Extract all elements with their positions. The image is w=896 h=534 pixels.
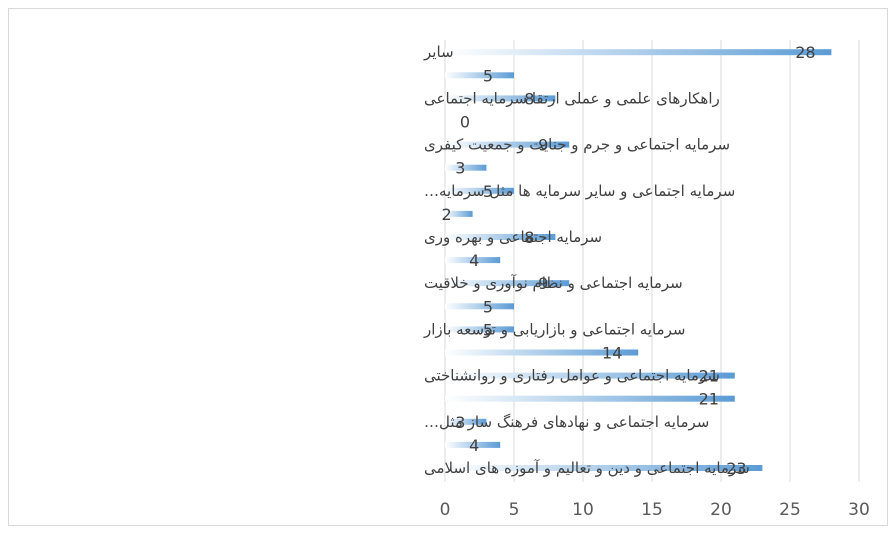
data-label: 8 <box>524 228 534 247</box>
bar <box>445 280 570 287</box>
data-label: 4 <box>469 436 479 455</box>
category-labels: سرمایه اجتماعی و دین و تعالیم و آموزه ها… <box>423 43 750 477</box>
category-label: سرمایه اجتماعی و نهادهای فرهنگ ساز مثل… <box>424 413 709 431</box>
x-tick-label: 0 <box>440 500 451 520</box>
x-tick-label: 5 <box>509 500 520 520</box>
data-label: 5 <box>483 66 493 85</box>
bar <box>445 395 735 402</box>
bar <box>445 372 735 379</box>
bar <box>445 465 763 471</box>
bar <box>445 234 556 240</box>
data-label: 2 <box>442 205 452 224</box>
bar <box>445 141 570 148</box>
category-label: راهکارهای علمی و عملی ارتقا سرمایه اجتما… <box>424 89 720 107</box>
bar <box>445 72 514 79</box>
bar <box>445 326 514 333</box>
category-label: سرمایه اجتماعی و دین و تعالیم و آموزه ها… <box>424 459 750 477</box>
bar <box>445 49 832 56</box>
data-label: 8 <box>524 89 534 108</box>
chart-border <box>8 8 888 526</box>
data-label: 9 <box>538 274 548 293</box>
category-label: سرمایه اجتماعی و عوامل رفتاری و روانشناخ… <box>424 367 720 385</box>
category-label: سرمایه اجتماعی و نظام نوآوری و خلاقیت <box>424 274 683 292</box>
bar <box>445 210 473 217</box>
x-tick-label: 30 <box>848 500 870 520</box>
data-label: 5 <box>483 182 493 201</box>
data-label: 21 <box>699 367 719 386</box>
x-tick-label: 25 <box>779 500 801 520</box>
bar <box>445 441 501 448</box>
category-label: سرمایه اجتماعی و جرم و جنایت و جمعیت کیف… <box>424 136 730 154</box>
data-label: 3 <box>455 159 465 178</box>
bar <box>445 95 556 102</box>
data-label: 14 <box>602 344 622 363</box>
category-label: سرمایه اجتماعی و سایر سرمایه ها مثل سرما… <box>424 182 735 200</box>
bar <box>445 418 487 425</box>
data-label: 3 <box>455 413 465 432</box>
x-tick-label: 10 <box>572 500 594 520</box>
data-label: 4 <box>469 251 479 270</box>
data-label: 28 <box>795 43 815 62</box>
category-label: سرمایه اجتماعی و بازاریابی و توسعه بازار <box>423 320 685 338</box>
x-tick-label: 15 <box>641 500 663 520</box>
bar <box>445 257 501 264</box>
bar <box>445 349 639 356</box>
x-axis-ticks: 0 5 10 15 20 25 30 <box>440 500 870 520</box>
gridlines <box>444 40 860 482</box>
bar <box>445 164 487 171</box>
data-label: 0 <box>460 113 470 132</box>
x-tick-label: 20 <box>710 500 732 520</box>
data-label: 23 <box>726 459 746 478</box>
bar <box>445 187 514 194</box>
data-label: 5 <box>483 297 493 316</box>
category-label: سایر <box>423 43 454 61</box>
bar <box>445 303 514 310</box>
data-label: 21 <box>699 390 719 409</box>
category-label: سرمایه اجتماعی و بهره وری <box>424 228 602 246</box>
data-label: 5 <box>483 320 493 339</box>
bars <box>445 49 832 471</box>
data-label: 9 <box>538 136 548 155</box>
